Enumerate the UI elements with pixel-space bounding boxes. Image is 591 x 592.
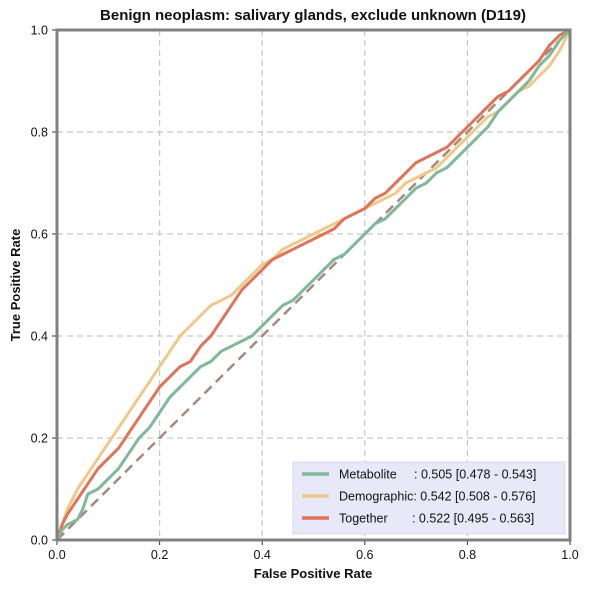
y-tick-label: 0.6	[31, 228, 48, 242]
x-axis-label: False Positive Rate	[254, 566, 373, 581]
series-line-together	[55, 28, 572, 542]
series-line-demographic	[55, 28, 572, 542]
x-tick-label: 0.6	[356, 548, 373, 562]
x-tick-label: 0.2	[151, 548, 168, 562]
y-tick-label: 1.0	[31, 24, 48, 38]
y-tick-label: 0.2	[31, 432, 48, 446]
legend-entry: Demographic: 0.542 [0.508 - 0.576]	[339, 490, 536, 504]
y-tick-label: 0.4	[31, 330, 48, 344]
y-axis-label: True Positive Rate	[8, 229, 23, 342]
diagonal-reference	[56, 29, 571, 541]
x-tick-label: 0.8	[459, 548, 476, 562]
axis-ticks: 0.0 0.2 0.4 0.6 0.8 1.0 0.0 0.2 0.4 0.6 0.8 1.0	[31, 24, 579, 563]
legend-entry: Metabolite : 0.505 [0.478 - 0.543]	[339, 468, 536, 482]
legend: Metabolite : 0.505 [0.478 - 0.543] Demogr…	[292, 461, 566, 535]
x-tick-label: 0.0	[48, 548, 65, 562]
chart-title: Benign neoplasm: salivary glands, exclud…	[100, 7, 526, 24]
y-tick-label: 0.8	[31, 126, 48, 140]
grid-lines	[57, 30, 570, 540]
chance-diagonal-line	[56, 29, 571, 541]
x-tick-label: 0.4	[254, 548, 271, 562]
y-tick-label: 0.0	[31, 534, 48, 548]
legend-box	[292, 461, 566, 535]
plot-frame	[55, 28, 572, 542]
series-line-metabolite	[55, 28, 572, 542]
x-tick-label: 1.0	[561, 548, 578, 562]
legend-entry: Together : 0.522 [0.495 - 0.563]	[339, 512, 534, 526]
series-lines	[55, 28, 572, 542]
